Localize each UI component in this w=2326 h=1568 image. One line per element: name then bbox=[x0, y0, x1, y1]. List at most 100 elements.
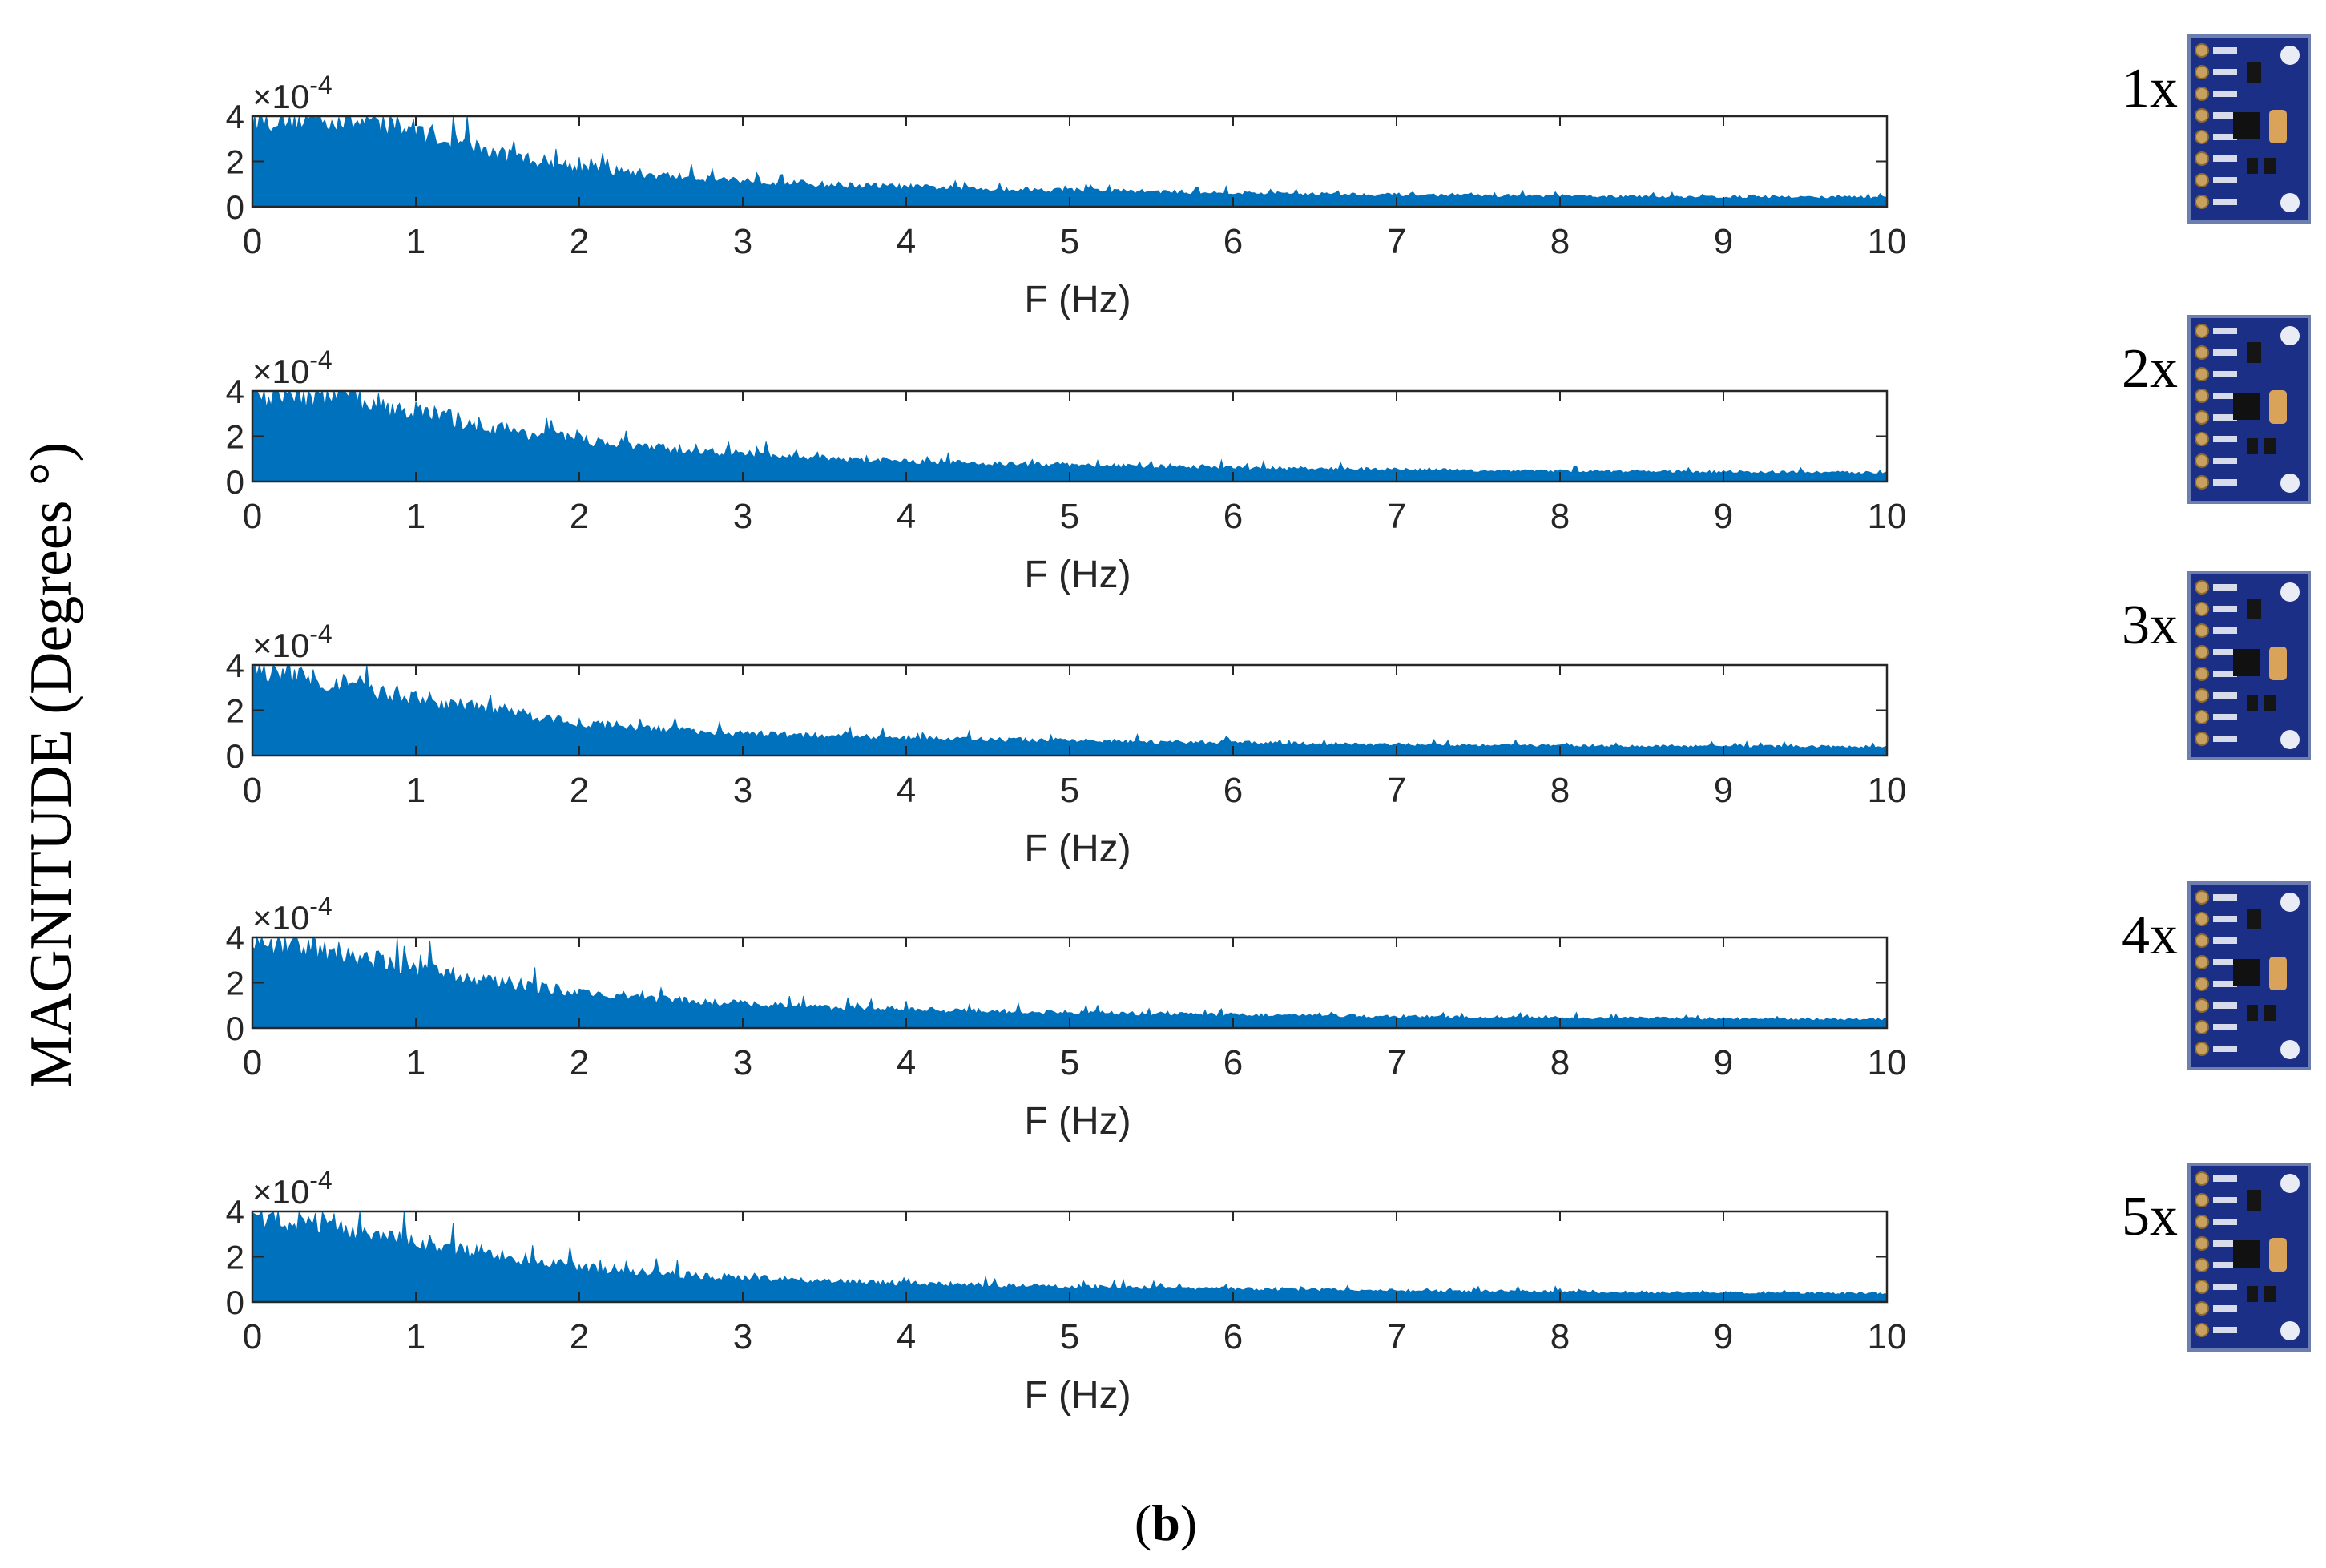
pin-pad bbox=[2195, 65, 2209, 79]
sensor-chip bbox=[2233, 393, 2260, 420]
x-tick-label: 8 bbox=[1550, 1043, 1570, 1082]
capacitor bbox=[2269, 390, 2287, 424]
mpu6050-board-icon bbox=[2187, 571, 2311, 760]
y-tick-label: 4 bbox=[226, 373, 244, 410]
caption-open-paren: ( bbox=[1135, 1494, 1151, 1551]
pin-pad bbox=[2195, 732, 2209, 746]
x-tick-label: 5 bbox=[1060, 497, 1079, 536]
pin-pad bbox=[2195, 324, 2209, 338]
sensor-chip bbox=[2233, 649, 2260, 676]
pin-silkscreen bbox=[2213, 692, 2237, 699]
x-tick-label: 10 bbox=[1868, 1043, 1907, 1082]
pin-silkscreen bbox=[2213, 393, 2237, 399]
exponent-power: -4 bbox=[309, 71, 332, 99]
y-tick-label: 4 bbox=[226, 647, 244, 684]
x-tick-label: 4 bbox=[897, 497, 916, 536]
pin-silkscreen bbox=[2213, 916, 2237, 922]
x-tick-label: 5 bbox=[1060, 222, 1079, 261]
pin-pad bbox=[2195, 1042, 2209, 1056]
pin-silkscreen bbox=[2213, 1002, 2237, 1009]
pin-pad bbox=[2195, 389, 2209, 403]
pin-silkscreen bbox=[2213, 736, 2237, 742]
caption-letter: b bbox=[1151, 1494, 1180, 1551]
x-tick-label: 8 bbox=[1550, 1317, 1570, 1356]
pin-pad bbox=[2195, 623, 2209, 638]
x-tick-label: 1 bbox=[406, 1043, 425, 1082]
exponent-base: ×10 bbox=[252, 353, 309, 390]
pin-silkscreen bbox=[2213, 627, 2237, 634]
pin-silkscreen bbox=[2213, 199, 2237, 205]
spectrum-series bbox=[252, 663, 1888, 756]
mount-hole bbox=[2280, 474, 2300, 493]
regulator bbox=[2247, 342, 2261, 363]
pin-silkscreen bbox=[2213, 1240, 2237, 1247]
x-tick-label: 0 bbox=[243, 1043, 262, 1082]
x-tick-label: 1 bbox=[406, 222, 425, 261]
y-tick-label: 0 bbox=[226, 1284, 244, 1321]
y-scale-exponent: ×10-4 bbox=[252, 1166, 333, 1211]
x-tick-label: 5 bbox=[1060, 1043, 1079, 1082]
y-tick-label: 2 bbox=[226, 965, 244, 1002]
mount-hole bbox=[2280, 1174, 2300, 1193]
x-axis-label: F (Hz) bbox=[1024, 1100, 1131, 1143]
exponent-power: -4 bbox=[309, 892, 332, 921]
pin-silkscreen bbox=[2213, 606, 2237, 612]
mount-hole bbox=[2280, 730, 2300, 749]
x-tick-label: 3 bbox=[733, 1317, 752, 1356]
pin-silkscreen bbox=[2213, 714, 2237, 720]
pin-pad bbox=[2195, 710, 2209, 724]
x-tick-label: 6 bbox=[1223, 1317, 1243, 1356]
x-tick-label: 2 bbox=[570, 497, 589, 536]
x-axis-label: F (Hz) bbox=[1024, 279, 1131, 321]
y-tick-label: 0 bbox=[226, 1010, 244, 1047]
pin-silkscreen bbox=[2213, 328, 2237, 334]
pin-silkscreen bbox=[2213, 1262, 2237, 1268]
mount-hole bbox=[2280, 193, 2300, 212]
spectrum-series bbox=[252, 115, 1888, 208]
exponent-power: -4 bbox=[309, 619, 332, 648]
pin-silkscreen bbox=[2213, 1305, 2237, 1312]
panel-2: 0 2 4 0 1 2 3 4 5 6 7 8 9 10 ×10-4 F (Hz) 2x bbox=[226, 315, 2311, 596]
x-tick-label: 6 bbox=[1223, 222, 1243, 261]
y-tick-label: 2 bbox=[226, 1239, 244, 1276]
pin-silkscreen bbox=[2213, 69, 2237, 75]
pin-silkscreen bbox=[2213, 134, 2237, 140]
exponent-power: -4 bbox=[309, 345, 332, 374]
pin-silkscreen bbox=[2213, 981, 2237, 987]
x-tick-label: 4 bbox=[897, 771, 916, 810]
x-axis-label: F (Hz) bbox=[1024, 828, 1131, 870]
pin-silkscreen bbox=[2213, 436, 2237, 442]
exponent-base: ×10 bbox=[252, 899, 309, 937]
x-tick-label: 8 bbox=[1550, 771, 1570, 810]
pin-pad bbox=[2195, 130, 2209, 144]
y-scale-exponent: ×10-4 bbox=[252, 71, 333, 115]
resistor bbox=[2247, 158, 2258, 174]
resistor bbox=[2264, 438, 2276, 454]
x-tick-label: 0 bbox=[243, 222, 262, 261]
x-tick-label: 2 bbox=[570, 1317, 589, 1356]
x-tick-label: 3 bbox=[733, 771, 752, 810]
sensor-count-label: 1x bbox=[2122, 58, 2178, 119]
pin-pad bbox=[2195, 367, 2209, 381]
x-tick-label: 2 bbox=[570, 1043, 589, 1082]
x-axis-label: F (Hz) bbox=[1024, 554, 1131, 596]
resistor bbox=[2247, 1005, 2258, 1021]
panel-1: 0 2 4 0 1 2 3 4 5 6 7 8 9 10 ×10-4 F (Hz) 1x bbox=[226, 34, 2311, 321]
exponent-base: ×10 bbox=[252, 1173, 309, 1211]
pin-pad bbox=[2195, 890, 2209, 905]
x-tick-label: 2 bbox=[570, 222, 589, 261]
pin-silkscreen bbox=[2213, 414, 2237, 421]
capacitor bbox=[2269, 110, 2287, 143]
sensor-chip bbox=[2233, 959, 2260, 986]
pin-pad bbox=[2195, 580, 2209, 595]
pin-pad bbox=[2195, 1280, 2209, 1294]
pin-pad bbox=[2195, 345, 2209, 360]
capacitor bbox=[2269, 647, 2287, 680]
pin-pad bbox=[2195, 912, 2209, 926]
sensor-count-label: 2x bbox=[2122, 338, 2178, 400]
pin-pad bbox=[2195, 453, 2209, 468]
pin-pad bbox=[2195, 432, 2209, 446]
pin-silkscreen bbox=[2213, 1024, 2237, 1030]
